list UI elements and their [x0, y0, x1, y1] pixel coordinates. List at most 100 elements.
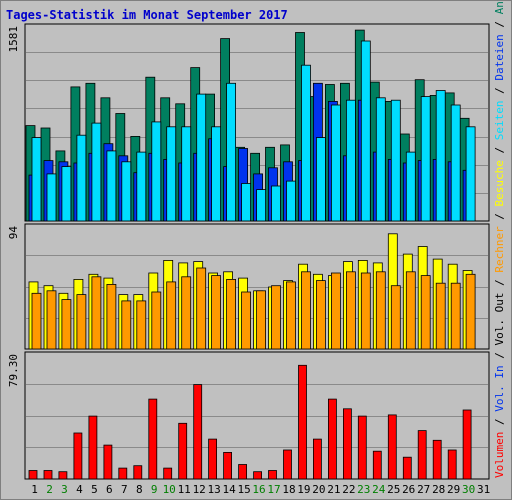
bar-seiten — [390, 99, 401, 222]
right-legend-segment: Vol. Out — [493, 293, 506, 346]
y-max-label: 79.30 — [7, 354, 20, 387]
bar-seiten — [31, 137, 42, 222]
x-tick-label: 28 — [432, 483, 445, 496]
bar-seiten — [61, 166, 72, 222]
bar-seiten — [91, 122, 102, 222]
bar-seiten — [360, 40, 371, 222]
bar-rechner — [196, 267, 207, 350]
bar-volumen — [118, 467, 128, 480]
bar-rechner — [241, 291, 252, 350]
bar-rechner — [91, 276, 102, 350]
bar-rechner — [256, 290, 267, 350]
right-legend-segment: / — [493, 273, 506, 293]
y-max-labels: 1581 94 79.30 — [7, 26, 20, 387]
bar-rechner — [465, 273, 476, 350]
bar-volumen — [462, 409, 472, 480]
bar-seiten — [166, 126, 177, 222]
bar-rechner — [315, 280, 326, 350]
bar-seiten — [256, 189, 267, 222]
x-tick-label: 6 — [106, 483, 113, 496]
x-tick-label: 30 — [462, 483, 475, 496]
x-tick-label: 24 — [372, 483, 386, 496]
y-max-label: 1581 — [7, 26, 20, 53]
bar-seiten — [151, 121, 162, 222]
bar-rechner — [46, 290, 57, 350]
x-tick-label: 23 — [357, 483, 370, 496]
x-tick-labels: 1 2 3 4 5 6 7 8 9 10 11 12 13 14 15 16 17 18 19 20 21 22 23 24 2… — [31, 483, 490, 496]
bar-rechner — [450, 282, 461, 350]
x-tick-label: 27 — [417, 483, 430, 496]
bar-rechner — [286, 281, 296, 350]
bar-rechner — [330, 272, 341, 350]
bar-volumen — [447, 449, 457, 480]
bar-volumen — [432, 439, 442, 480]
x-tick-label: 13 — [207, 483, 220, 496]
right-legend-segment: Rechner — [493, 226, 506, 273]
right-legend: Volumen / Vol. In / Vol. Out / Rechner /… — [493, 0, 506, 478]
x-tick-label: 4 — [76, 483, 83, 496]
x-tick-label: 26 — [402, 483, 415, 496]
bar-volumen — [148, 398, 158, 480]
bar-volumen — [298, 364, 307, 480]
bar-rechner — [345, 271, 356, 350]
bar-seiten — [405, 151, 416, 222]
x-tick-label: 5 — [91, 483, 98, 496]
bar-rechner — [31, 292, 42, 350]
bar-volumen — [223, 451, 233, 480]
bar-rechner — [390, 285, 401, 350]
bar-seiten — [241, 183, 252, 222]
bar-rechner — [435, 282, 446, 350]
x-tick-label: 10 — [163, 483, 176, 496]
bar-seiten — [136, 151, 147, 222]
bar-rechner — [106, 283, 117, 350]
bar-rechner — [420, 275, 431, 350]
bar-seiten — [271, 185, 281, 222]
bar-rechner — [211, 275, 222, 350]
bar-volumen — [163, 467, 173, 480]
bar-volumen — [402, 456, 412, 480]
x-tick-label: 19 — [297, 483, 310, 496]
bar-seiten — [211, 126, 222, 222]
bar-volumen — [253, 471, 263, 480]
right-legend-segment: Vol. In — [493, 365, 506, 411]
bar-seiten — [301, 64, 311, 222]
bar-seiten — [465, 126, 476, 222]
x-tick-label: 21 — [327, 483, 340, 496]
bar-rechner — [405, 271, 416, 350]
right-legend-segment: Anfragen — [493, 0, 506, 14]
bar-rechner — [226, 278, 237, 350]
x-tick-label: 9 — [151, 483, 158, 496]
bar-seiten — [76, 134, 87, 222]
x-tick-label: 15 — [237, 483, 250, 496]
bar-volumen — [208, 438, 218, 480]
right-legend-segment: / — [493, 14, 506, 34]
x-tick-label: 20 — [312, 483, 325, 496]
x-tick-label: 25 — [387, 483, 400, 496]
bar-volumen — [88, 415, 98, 480]
bar-seiten — [286, 180, 296, 222]
x-tick-label: 12 — [193, 483, 206, 496]
x-tick-label: 31 — [477, 483, 490, 496]
bar-rechner — [360, 272, 371, 350]
bar-volumen — [178, 422, 188, 480]
bar-seiten — [345, 99, 356, 222]
x-tick-label: 17 — [267, 483, 280, 496]
bar-seiten — [330, 104, 341, 222]
chart-title: Tages-Statistik im Monat September 2017 — [6, 8, 288, 22]
bar-seiten — [375, 97, 386, 222]
bar-volumen — [238, 464, 248, 480]
x-tick-label: 11 — [178, 483, 191, 496]
bar-rechner — [121, 300, 132, 350]
bar-seiten — [226, 82, 237, 222]
bar-rechner — [76, 294, 87, 350]
bar-seiten — [181, 126, 192, 222]
bar-volumen — [268, 470, 277, 480]
chart-panels — [24, 23, 490, 480]
bar-volumen — [417, 430, 427, 480]
bar-volumen — [133, 465, 143, 480]
right-legend-segment: / — [493, 140, 506, 160]
x-tick-label: 2 — [46, 483, 53, 496]
x-tick-label: 22 — [342, 483, 355, 496]
right-legend-segment: / — [493, 206, 506, 226]
